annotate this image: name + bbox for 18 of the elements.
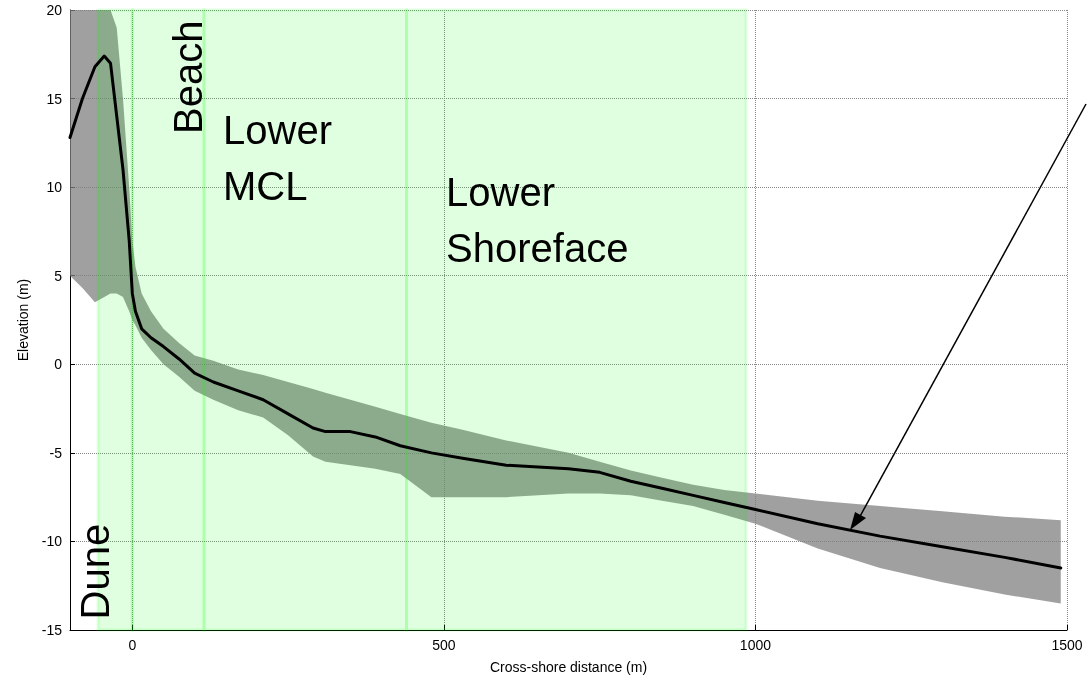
x-tick-label: 500	[432, 637, 456, 653]
y-tick-label: -5	[49, 444, 63, 461]
y-tick-label: -15	[41, 622, 63, 638]
band-label: Lower MCL	[223, 107, 344, 208]
x-tick-label: 1000	[739, 637, 772, 653]
x-tick-label: 0	[128, 637, 137, 653]
y-tick-label: 0	[54, 356, 63, 373]
y-tick-label: 20	[46, 2, 63, 18]
band-label: Lower Shoreface	[446, 170, 629, 271]
y-tick-label: 10	[46, 179, 63, 196]
y-tick-label: -10	[41, 533, 63, 550]
y-axis-title: Elevation (m)	[15, 278, 31, 362]
x-tick-label: 1500	[1051, 637, 1083, 653]
band-label: Beach	[166, 20, 211, 134]
y-tick-label: 5	[54, 267, 63, 284]
band-label: Dune	[73, 523, 118, 620]
x-axis-title: Cross-shore distance (m)	[489, 659, 648, 675]
y-tick-label: 15	[46, 90, 63, 107]
